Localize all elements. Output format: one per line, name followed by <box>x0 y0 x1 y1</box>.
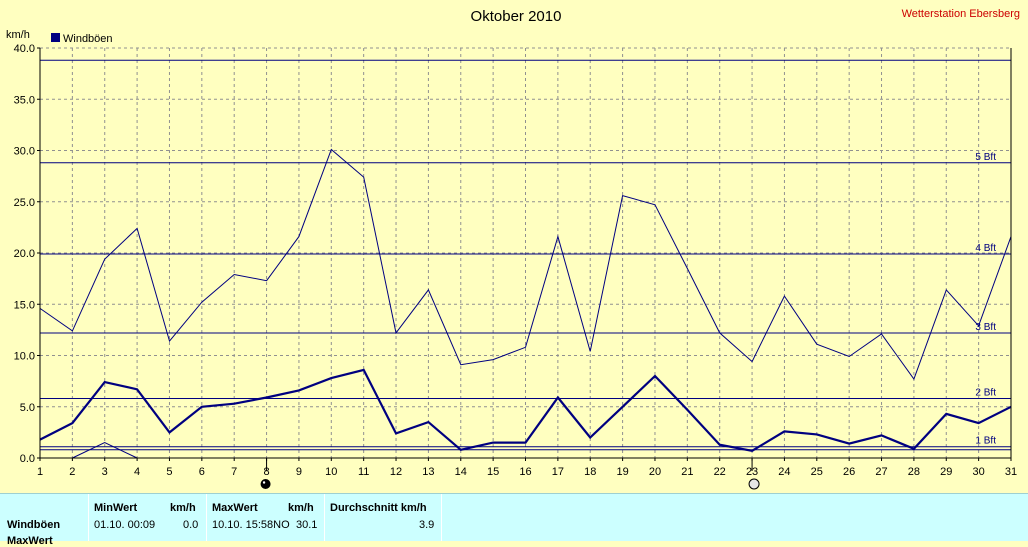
y-tick-label: 15.0 <box>14 299 35 311</box>
x-tick-label: 5 <box>166 466 172 478</box>
x-tick-label: 3 <box>102 466 108 478</box>
y-tick-label: 30.0 <box>14 146 35 158</box>
stats-max-time: 10.10. 15:58NO <box>212 519 290 531</box>
axes: 0.05.010.015.020.025.030.035.040.01 2 3 4 5 6… <box>14 43 1018 478</box>
stats-max-value: 30.1 <box>296 519 318 531</box>
chart-title: Oktober 2010 <box>471 8 562 25</box>
stats-min-time: 01.10. 00:09 <box>94 519 156 531</box>
y-unit-label: km/h <box>6 29 30 41</box>
reference-label: 4 Bft <box>975 243 996 254</box>
x-tick-label: 8 <box>264 466 270 478</box>
x-tick-label: 10 <box>325 466 337 478</box>
x-tick-label: 21 <box>681 466 693 478</box>
y-tick-label: 40.0 <box>14 43 35 55</box>
x-tick-label: 30 <box>973 466 985 478</box>
x-tick-label: 24 <box>778 466 790 478</box>
x-tick-label: 9 <box>296 466 302 478</box>
y-tick-label: 10.0 <box>14 351 35 363</box>
stats-header-max: MaxWert <box>212 502 258 514</box>
y-tick-label: 0.0 <box>20 453 35 465</box>
stats-header-min-unit: km/h <box>170 502 196 514</box>
x-tick-label: 28 <box>908 466 920 478</box>
x-tick-label: 16 <box>519 466 531 478</box>
moon-highlight <box>262 481 266 484</box>
stats-header-min: MinWert <box>94 502 138 514</box>
reference-label: 2 Bft <box>975 388 996 399</box>
stats-divider <box>206 494 207 541</box>
station-label: Wetterstation Ebersberg <box>902 8 1020 20</box>
stats-header-avg: Durchschnitt km/h <box>330 502 427 514</box>
reference-lines: 1 Bft 2 Bft 3 Bft 4 Bft 5 Bft <box>40 59 1011 451</box>
stats-row-label-cut: MaxWert <box>7 535 53 547</box>
x-tick-label: 6 <box>199 466 205 478</box>
x-tick-label: 17 <box>552 466 564 478</box>
reference-label: 5 Bft <box>975 152 996 163</box>
x-tick-label: 12 <box>390 466 402 478</box>
x-tick-label: 20 <box>649 466 661 478</box>
stats-row-label: Windböen <box>7 519 61 531</box>
x-tick-label: 4 <box>134 466 140 478</box>
reference-label: 3 Bft <box>975 322 996 333</box>
y-tick-label: 25.0 <box>14 197 35 209</box>
new-moon-icon <box>748 478 760 490</box>
y-tick-label: 35.0 <box>14 94 35 106</box>
chart-area: Oktober 2010 Wetterstation Ebersberg km/… <box>6 8 1020 490</box>
moon-markers <box>260 458 760 490</box>
stats-divider <box>441 494 442 541</box>
x-tick-label: 2 <box>69 466 75 478</box>
stats-divider <box>88 494 89 541</box>
x-tick-label: 1 <box>37 466 43 478</box>
x-tick-label: 25 <box>811 466 823 478</box>
x-tick-label: 31 <box>1005 466 1017 478</box>
legend-swatch <box>51 33 60 42</box>
stats-avg-value: 3.9 <box>419 519 435 531</box>
x-tick-label: 19 <box>616 466 628 478</box>
x-tick-label: 26 <box>843 466 855 478</box>
x-tick-label: 27 <box>875 466 887 478</box>
series-line <box>72 442 138 459</box>
stats-divider <box>324 494 325 541</box>
x-tick-label: 14 <box>455 466 467 478</box>
stats-header-max-unit: km/h <box>288 502 314 514</box>
y-tick-label: 20.0 <box>14 248 35 260</box>
y-tick-label: 5.0 <box>20 402 35 414</box>
series-line <box>39 148 1012 381</box>
series-line-windboeen <box>39 368 1012 452</box>
series-layer <box>39 148 1012 459</box>
x-tick-label: 18 <box>584 466 596 478</box>
x-tick-label: 11 <box>358 466 369 478</box>
x-tick-label: 7 <box>231 466 237 478</box>
x-tick-label: 22 <box>714 466 726 478</box>
x-tick-label: 23 <box>746 466 758 478</box>
x-tick-label: 15 <box>487 466 499 478</box>
x-tick-label: 13 <box>422 466 434 478</box>
stats-table: MinWert km/h MaxWert km/h Durchschnitt k… <box>0 493 1028 547</box>
reference-label: 1 Bft <box>975 436 996 447</box>
stats-min-value: 0.0 <box>183 519 199 531</box>
legend-label: Windböen <box>63 33 113 45</box>
full-moon-icon <box>260 479 271 489</box>
x-tick-label: 29 <box>940 466 952 478</box>
grid <box>40 47 1011 458</box>
